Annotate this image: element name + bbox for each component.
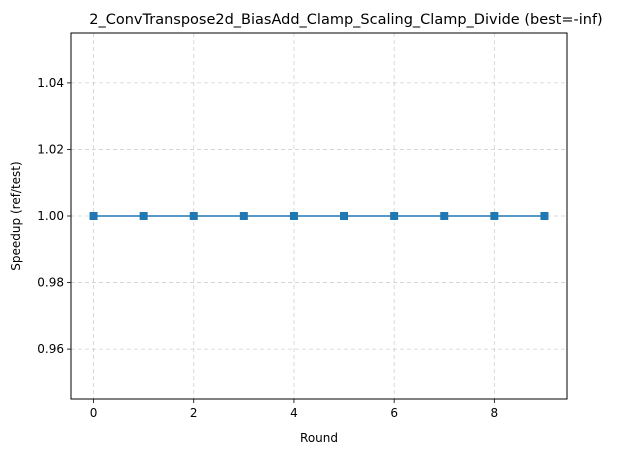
- x-axis: 0 2 4 6 8: [90, 399, 498, 420]
- x-tick-label: 2: [190, 406, 198, 420]
- y-axis-label: Speedup (ref/test): [9, 161, 23, 270]
- data-point: [139, 212, 148, 220]
- x-tick-label: 8: [491, 406, 499, 420]
- y-tick-label: 1.00: [37, 209, 64, 223]
- x-tick-label: 4: [290, 406, 298, 420]
- y-axis: 0.96 0.98 1.00 1.02 1.04: [37, 76, 71, 356]
- data-point: [340, 212, 349, 220]
- chart-title: 2_ConvTranspose2d_BiasAdd_Clamp_Scaling_…: [89, 12, 602, 28]
- x-axis-label: Round: [300, 431, 338, 445]
- data-point: [490, 212, 499, 220]
- data-point: [189, 212, 198, 220]
- plot-area: [89, 212, 549, 220]
- x-tick-label: 0: [90, 406, 98, 420]
- x-tick-label: 6: [390, 406, 398, 420]
- data-point: [239, 212, 248, 220]
- data-point: [540, 212, 549, 220]
- y-tick-label: 1.04: [37, 76, 64, 90]
- data-point: [390, 212, 399, 220]
- data-point: [289, 212, 298, 220]
- y-tick-label: 1.02: [37, 142, 64, 156]
- data-point: [440, 212, 449, 220]
- y-tick-label: 0.96: [37, 342, 64, 356]
- y-tick-label: 0.98: [37, 276, 64, 290]
- data-point: [89, 212, 98, 220]
